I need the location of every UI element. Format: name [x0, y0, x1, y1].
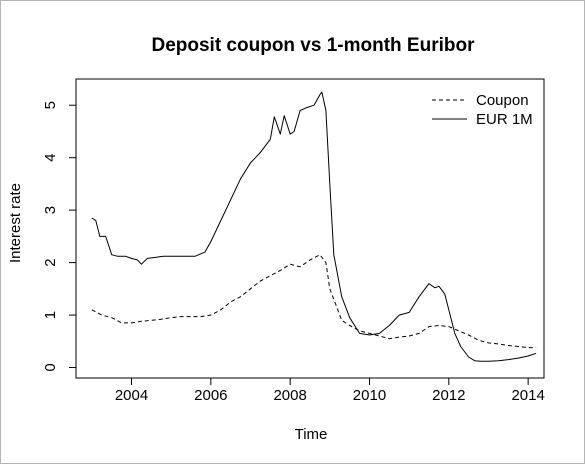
x-tick-label: 2012 — [432, 387, 465, 404]
legend-label: EUR 1M — [476, 111, 533, 128]
y-tick-label: 0 — [42, 363, 59, 371]
plot-frame — [75, 78, 545, 379]
y-tick-label: 1 — [42, 311, 59, 319]
y-tick-label: 4 — [42, 154, 59, 162]
x-axis-label: Time — [295, 426, 328, 443]
y-tick-label: 5 — [42, 101, 59, 109]
x-axis: 2004 2006 2008 2010 2012 2014 — [115, 377, 545, 404]
legend: Coupon EUR 1M — [432, 92, 533, 128]
y-axis: 0 1 2 3 4 5 — [42, 101, 77, 372]
y-axis-label: Interest rate — [7, 183, 24, 263]
x-tick-label: 2008 — [273, 387, 306, 404]
x-tick-label: 2014 — [511, 387, 544, 404]
series-line-1 — [91, 91, 537, 362]
x-tick-label: 2004 — [115, 387, 148, 404]
y-tick-label: 3 — [42, 206, 59, 214]
chart-title: Deposit coupon vs 1-month Euribor — [151, 35, 475, 56]
x-tick-label: 2006 — [194, 387, 227, 404]
x-tick-label: 2010 — [353, 387, 386, 404]
y-tick-label: 2 — [42, 258, 59, 266]
legend-label: Coupon — [476, 92, 529, 109]
series-layer — [91, 91, 537, 362]
series-line-0 — [91, 254, 537, 349]
